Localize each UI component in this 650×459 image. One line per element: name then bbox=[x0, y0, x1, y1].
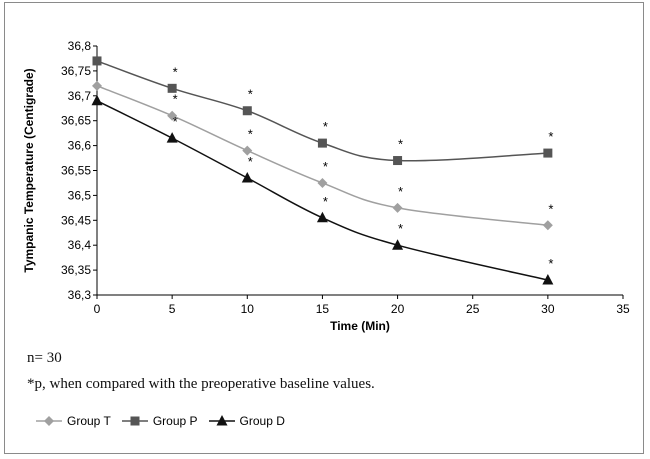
series-group-t bbox=[92, 80, 553, 231]
sample-size-note: n= 30 bbox=[27, 350, 62, 366]
data-point bbox=[242, 106, 252, 116]
axes bbox=[93, 45, 624, 299]
legend-label: Group P bbox=[152, 414, 198, 428]
significance-star: * bbox=[173, 92, 178, 107]
legend-marker bbox=[130, 416, 140, 426]
significance-star: * bbox=[548, 201, 553, 216]
data-point bbox=[166, 132, 178, 143]
data-point bbox=[241, 171, 253, 183]
data-point bbox=[242, 145, 253, 156]
y-tick-label: 36,6 bbox=[68, 139, 92, 153]
data-point bbox=[317, 177, 328, 188]
significance-star: * bbox=[173, 114, 178, 129]
data-point bbox=[92, 80, 102, 91]
legend-marker bbox=[216, 415, 228, 426]
y-tick-label: 36,35 bbox=[61, 263, 91, 277]
x-tick-label: 35 bbox=[616, 302, 630, 316]
x-tick-label: 5 bbox=[169, 302, 176, 316]
legend-label: Group T bbox=[67, 414, 111, 428]
series-group-p bbox=[92, 56, 553, 166]
significance-markers: * * * * * * * * * * * * * * * bbox=[173, 64, 554, 271]
x-tick-label: 15 bbox=[316, 302, 330, 316]
y-tick-label: 36,3 bbox=[68, 288, 92, 302]
significance-star: * bbox=[323, 194, 328, 209]
x-tick-label: 20 bbox=[391, 302, 405, 316]
data-point bbox=[317, 138, 327, 148]
data-point bbox=[542, 220, 553, 231]
y-tick-label: 36,55 bbox=[61, 164, 91, 178]
data-point bbox=[392, 239, 404, 250]
data-point bbox=[542, 274, 554, 285]
legend-item: Group P bbox=[121, 414, 198, 428]
significance-star: * bbox=[323, 159, 328, 174]
y-axis-title: Tympanic Temperature (Centigrade) bbox=[22, 68, 36, 272]
data-point bbox=[167, 110, 178, 121]
series-line bbox=[96, 100, 549, 281]
data-point bbox=[543, 148, 553, 158]
significance-star: * bbox=[398, 221, 403, 236]
legend-swatch bbox=[208, 415, 235, 426]
legend-item: Group T bbox=[35, 414, 111, 428]
significance-star: * bbox=[323, 119, 328, 134]
y-tick-label: 36,4 bbox=[68, 238, 92, 252]
significance-star: * bbox=[248, 87, 253, 102]
tick-labels: 36,3 36,35 36,4 36,45 36,5 36,55 36,6 36,65 36,7… bbox=[61, 39, 630, 316]
x-axis-title: Time (Min) bbox=[330, 319, 390, 333]
legend: Group T Group P Group D bbox=[35, 411, 295, 431]
legend-label: Group D bbox=[239, 414, 285, 428]
significance-star: * bbox=[548, 256, 553, 271]
y-tick-label: 36,75 bbox=[61, 64, 91, 78]
legend-swatch bbox=[36, 416, 62, 426]
x-tick-label: 10 bbox=[241, 302, 255, 316]
data-point bbox=[92, 56, 102, 66]
series-group-d bbox=[91, 94, 554, 285]
significance-star: * bbox=[548, 129, 553, 144]
significance-star: * bbox=[248, 154, 253, 169]
series-layer bbox=[91, 56, 554, 285]
y-tick-label: 36,45 bbox=[61, 213, 91, 227]
legend-marker bbox=[44, 416, 54, 426]
y-tick-label: 36,8 bbox=[68, 39, 92, 53]
significance-star: * bbox=[398, 137, 403, 152]
data-point bbox=[91, 94, 103, 106]
x-tick-label: 30 bbox=[541, 302, 555, 316]
y-tick-label: 36,5 bbox=[68, 188, 92, 202]
x-tick-label: 25 bbox=[466, 302, 480, 316]
data-point bbox=[316, 211, 328, 223]
data-point bbox=[393, 156, 403, 166]
significance-star: * bbox=[398, 184, 403, 199]
significance-star: * bbox=[173, 64, 178, 79]
legend-swatch bbox=[121, 416, 148, 426]
chart-frame: 36,3 36,35 36,4 36,45 36,5 36,55 36,6 36,65 36,7… bbox=[4, 2, 644, 454]
significance-star: * bbox=[248, 127, 253, 142]
y-tick-label: 36,7 bbox=[68, 89, 92, 103]
y-tick-label: 36,65 bbox=[61, 114, 91, 128]
line-chart: 36,3 36,35 36,4 36,45 36,5 36,55 36,6 36,65 36,7… bbox=[22, 39, 630, 333]
data-point bbox=[167, 83, 177, 93]
data-point bbox=[392, 202, 403, 213]
legend-item: Group D bbox=[208, 414, 285, 428]
footnote: *p, when compared with the preoperative … bbox=[27, 376, 375, 392]
x-tick-label: 0 bbox=[94, 302, 101, 316]
